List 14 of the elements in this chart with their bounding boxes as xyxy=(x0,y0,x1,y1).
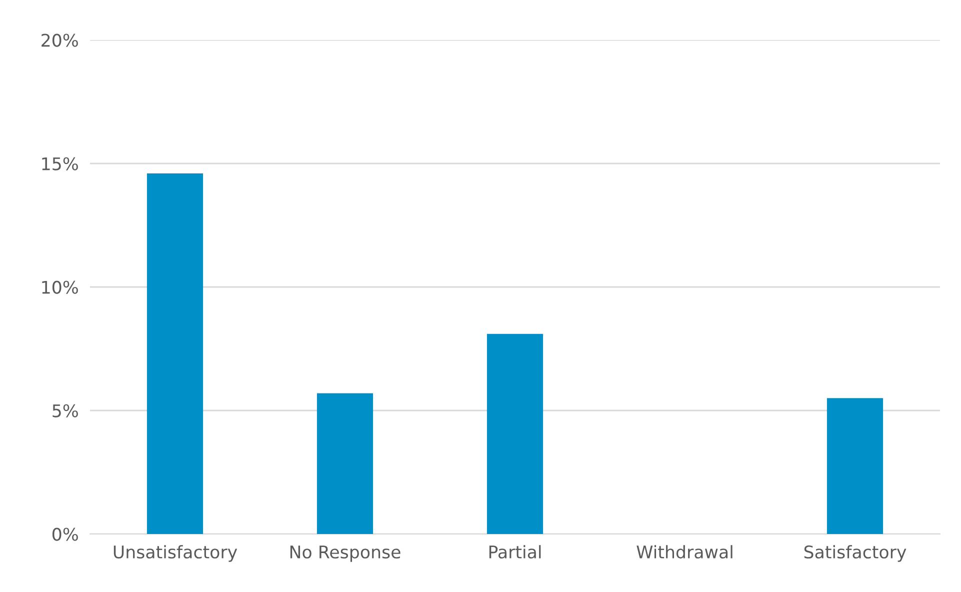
y-tick-label: 10% xyxy=(42,280,78,294)
x-tick-label: Withdrawal xyxy=(636,545,732,559)
bar xyxy=(486,334,544,534)
y-tick-label: 5% xyxy=(52,404,78,418)
x-tick-label: No Response xyxy=(290,546,400,562)
x-tick-label: Partial xyxy=(489,545,541,559)
bar xyxy=(146,173,204,534)
y-tick-label: 20% xyxy=(42,34,78,47)
bar xyxy=(826,398,884,534)
x-tick-label: Satisfactory xyxy=(804,545,906,562)
bar xyxy=(316,393,374,534)
x-tick-label: Unsatisfactory xyxy=(114,545,238,562)
y-tick-label: 0% xyxy=(52,528,78,541)
y-tick-label: 15% xyxy=(42,157,78,170)
